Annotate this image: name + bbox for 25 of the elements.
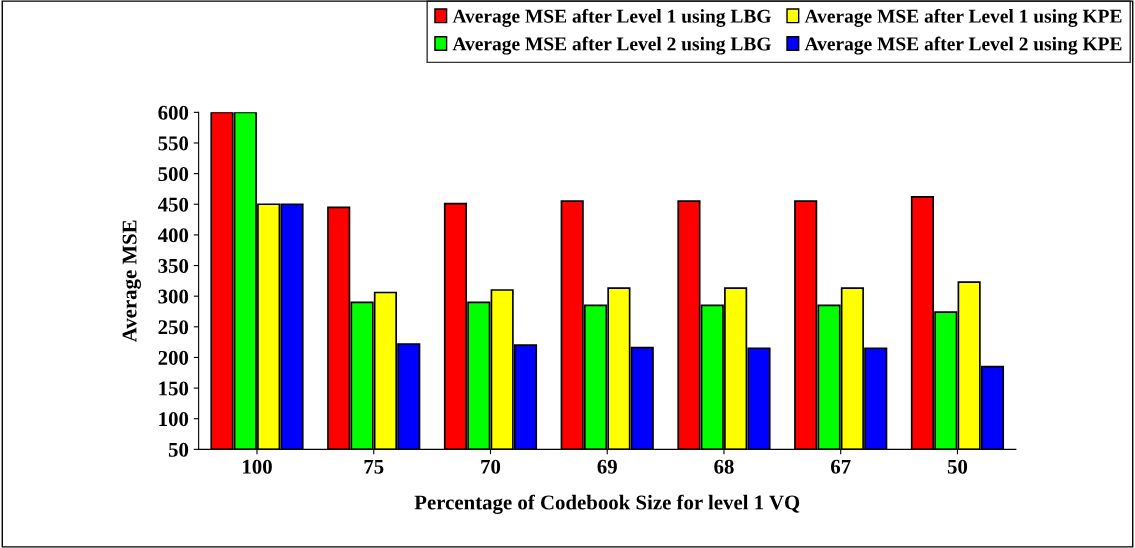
x-tick-label: 100 bbox=[243, 459, 272, 474]
y-tick-label: 500 bbox=[158, 166, 189, 182]
y-tick-label: 150 bbox=[159, 381, 189, 396]
x-tick-label: 50 bbox=[947, 459, 968, 474]
legend-label: Average MSE after Level 2 using KPE bbox=[804, 36, 1122, 55]
x-tick-label: 70 bbox=[481, 459, 501, 474]
y-tick-label: 450 bbox=[157, 197, 189, 212]
y-axis-title: Average MSE bbox=[122, 220, 141, 343]
x-axis-title: Percentage of Codebook Size for level 1 VQ bbox=[414, 494, 800, 514]
y-tick-label: 350 bbox=[158, 258, 189, 273]
y-tick-label: 400 bbox=[157, 228, 189, 243]
y-tick-label: 550 bbox=[158, 136, 189, 151]
legend-label: Average MSE after Level 1 using KPE bbox=[804, 8, 1122, 27]
y-tick-label: 50 bbox=[168, 442, 189, 457]
legend-label: Average MSE after Level 1 using LBG bbox=[452, 8, 771, 27]
y-tick-label: 100 bbox=[159, 412, 189, 427]
y-tick-label: 600 bbox=[158, 105, 189, 120]
x-tick-label: 67 bbox=[831, 459, 851, 474]
y-tick-label: 300 bbox=[158, 289, 189, 304]
x-tick-label: 69 bbox=[597, 459, 617, 474]
legend-label: Average MSE after Level 2 using LBG bbox=[452, 36, 771, 55]
x-tick-label: 75 bbox=[364, 459, 384, 474]
y-tick-label: 200 bbox=[158, 350, 189, 365]
x-tick-label: 68 bbox=[714, 459, 734, 474]
y-tick-label: 250 bbox=[158, 320, 189, 335]
